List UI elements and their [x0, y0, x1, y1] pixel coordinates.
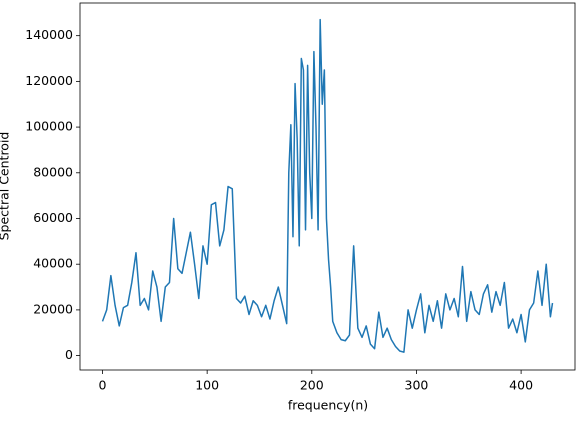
x-tick-label: 100 [195, 378, 219, 393]
y-tick-label: 20000 [33, 301, 73, 316]
y-tick-label: 80000 [33, 164, 73, 179]
y-tick-label: 0 [65, 347, 73, 362]
x-tick-label: 200 [300, 378, 324, 393]
y-tick-label: 60000 [33, 210, 73, 225]
y-tick-label: 40000 [33, 256, 73, 271]
axes-frame [79, 2, 576, 371]
x-tick-label: 0 [99, 378, 107, 393]
y-tick-label: 140000 [25, 27, 73, 42]
x-tick-label: 400 [509, 378, 533, 393]
data-line [101, 18, 554, 353]
x-axis-label: frequency(n) [288, 398, 368, 413]
y-tick-label: 120000 [25, 73, 73, 88]
x-tick-label: 300 [405, 378, 429, 393]
y-tick-label: 100000 [25, 119, 73, 134]
y-axis-label: Spectral Centroid [0, 132, 12, 241]
